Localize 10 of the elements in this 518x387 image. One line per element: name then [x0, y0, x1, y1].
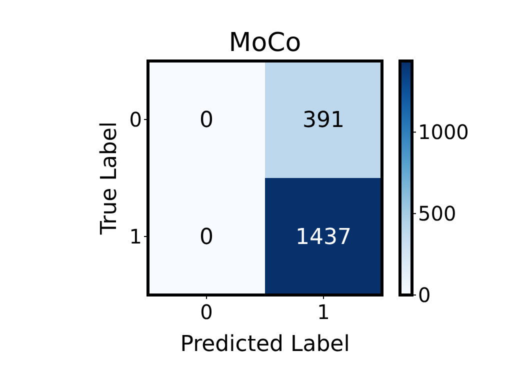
color-bar-label: 500: [418, 202, 456, 226]
y-axis-title: True Label: [97, 121, 122, 236]
data-label: 0: [200, 225, 214, 250]
data-label: 391: [302, 108, 344, 134]
color-bar-label: 1000: [418, 120, 469, 144]
chart-title: MoCo: [228, 28, 302, 58]
data-label: 0: [200, 108, 214, 134]
x-axis-title: Predicted Label: [180, 332, 350, 357]
data-label: 1437: [296, 225, 352, 250]
color-bar-label: 0: [418, 283, 431, 307]
